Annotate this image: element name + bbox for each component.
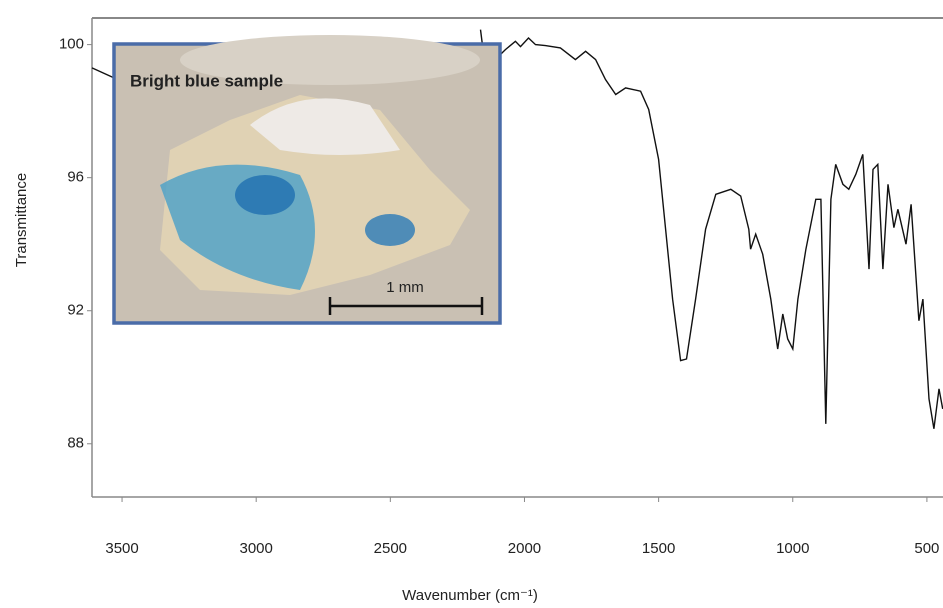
x-tick-label: 2500 xyxy=(374,540,407,557)
background xyxy=(180,35,480,85)
y-tick-label: 96 xyxy=(67,169,84,186)
sample-white xyxy=(250,98,400,155)
x-tick-label: 1500 xyxy=(642,540,675,557)
x-axis-title: Wavenumber (cm⁻¹) xyxy=(402,587,538,604)
plot-area xyxy=(91,29,943,429)
spectrum-line xyxy=(91,29,943,429)
blue-spot xyxy=(235,175,295,215)
scale-label: 1 mm xyxy=(386,279,424,296)
x-tick-label: 1000 xyxy=(776,540,809,557)
x-tick-label: 3500 xyxy=(105,540,138,557)
x-tick-label: 500 xyxy=(914,540,939,557)
inset-photo: Bright blue sample 1 mm xyxy=(112,35,502,325)
y-tick-label: 88 xyxy=(67,435,84,452)
y-tick-label: 100 xyxy=(59,36,84,53)
x-tick-label: 3000 xyxy=(240,540,273,557)
inset-title: Bright blue sample xyxy=(130,71,283,90)
y-axis-title: Transmittance xyxy=(13,173,30,267)
blue-spot xyxy=(365,214,415,246)
x-tick-label: 2000 xyxy=(508,540,541,557)
y-tick-label: 92 xyxy=(67,302,84,319)
